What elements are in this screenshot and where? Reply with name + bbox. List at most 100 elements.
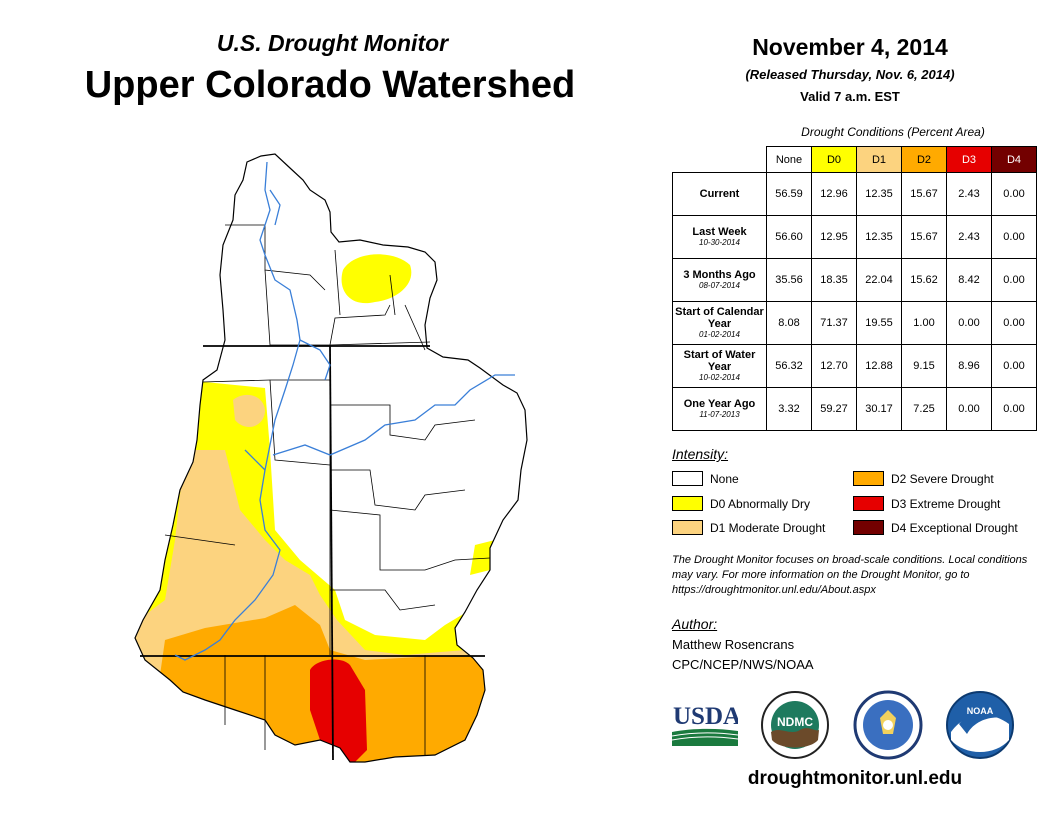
row-date: 10-02-2014 (699, 373, 740, 382)
legend-label: D0 Abnormally Dry (710, 496, 811, 511)
d0-area-north (341, 254, 412, 304)
cell-value: 8.42 (946, 258, 992, 302)
cell-value: 35.56 (766, 258, 812, 302)
row-label: Current (672, 172, 767, 216)
legend-swatch (672, 520, 703, 535)
col-none: None (766, 146, 812, 173)
cell-value: 3.32 (766, 387, 812, 431)
col-d2: D2 (901, 146, 947, 173)
watershed-boundary (134, 153, 528, 763)
cell-value: 0.00 (991, 301, 1037, 345)
cell-value: 15.67 (901, 172, 947, 216)
cell-value: 0.00 (991, 172, 1037, 216)
cell-value: 12.35 (856, 215, 902, 259)
cell-value: 0.00 (991, 344, 1037, 388)
table-title: Drought Conditions (Percent Area) (801, 125, 985, 139)
legend-swatch (672, 496, 703, 511)
table-row: Start of Water Year 10-02-2014 56.32 12.7… (672, 344, 1037, 388)
cell-value: 0.00 (991, 215, 1037, 259)
cell-value: 15.62 (901, 258, 947, 302)
legend-item-d4: D4 Exceptional Drought (853, 520, 1018, 535)
legend-item-d0: D0 Abnormally Dry (672, 496, 810, 511)
release-date: (Released Thursday, Nov. 6, 2014) (745, 67, 955, 82)
usda-logo-text: USDA (673, 703, 738, 730)
cell-value: 7.25 (901, 387, 947, 431)
cell-value: 12.35 (856, 172, 902, 216)
col-d0: D0 (811, 146, 857, 173)
table-row: 3 Months Ago 08-07-2014 35.56 18.35 22.04… (672, 258, 1037, 302)
cell-value: 30.17 (856, 387, 902, 431)
map-title: Upper Colorado Watershed (84, 64, 576, 106)
row-label: One Year Ago 11-07-2013 (672, 387, 767, 431)
seagull-icon (959, 711, 1003, 734)
cell-value: 8.96 (946, 344, 992, 388)
author-title: Author: (672, 616, 718, 632)
cell-value: 0.00 (946, 387, 992, 431)
table-row: Last Week 10-30-2014 56.60 12.95 12.35 15… (672, 215, 1037, 259)
cell-value: 0.00 (991, 258, 1037, 302)
row-label: Last Week 10-30-2014 (672, 215, 767, 259)
cell-value: 56.32 (766, 344, 812, 388)
cell-value: 0.00 (946, 301, 992, 345)
legend-item-none: None (672, 471, 739, 486)
table-header-row: None D0 D1 D2 D3 D4 (673, 146, 1037, 173)
d3-area (310, 659, 367, 762)
cell-value: 9.15 (901, 344, 947, 388)
table-row: One Year Ago 11-07-2013 3.32 59.27 30.17 … (672, 387, 1037, 431)
watershed-map (134, 153, 528, 763)
cell-value: 12.96 (811, 172, 857, 216)
d0-area-east (470, 540, 495, 575)
legend-swatch (672, 471, 703, 486)
legend-title: Intensity: (672, 446, 729, 462)
cell-value: 12.70 (811, 344, 857, 388)
legend-swatch (853, 520, 884, 535)
cell-value: 8.08 (766, 301, 812, 345)
map-date: November 4, 2014 (752, 34, 948, 60)
legend-swatch (853, 471, 884, 486)
cell-value: 15.67 (901, 215, 947, 259)
d1-area-small (233, 394, 265, 427)
cell-value: 0.00 (991, 387, 1037, 431)
valid-time: Valid 7 a.m. EST (800, 89, 900, 104)
col-d1: D1 (856, 146, 902, 173)
cell-value: 2.43 (946, 215, 992, 259)
row-label: 3 Months Ago 08-07-2014 (672, 258, 767, 302)
legend-label: D4 Exceptional Drought (891, 520, 1018, 535)
col-d3: D3 (946, 146, 992, 173)
drought-conditions-table: None D0 D1 D2 D3 D4 Current 56.59 12.96 … (672, 146, 1037, 431)
disclaimer-note: The Drought Monitor focuses on broad-sca… (672, 554, 1028, 596)
legend-item-d1: D1 Moderate Drought (672, 520, 825, 535)
author-name: Matthew Rosencrans (672, 637, 795, 652)
cell-value: 22.04 (856, 258, 902, 302)
author-org: CPC/NCEP/NWS/NOAA (672, 657, 814, 672)
row-date: 10-30-2014 (699, 238, 740, 247)
cell-value: 1.00 (901, 301, 947, 345)
ndmc-logo-text: NDMC (777, 715, 813, 729)
cell-value: 56.60 (766, 215, 812, 259)
row-label: Start of Water Year 10-02-2014 (672, 344, 767, 388)
cell-value: 19.55 (856, 301, 902, 345)
noaa-logo-text: NOAA (967, 706, 994, 716)
legend-swatch (853, 496, 884, 511)
cell-value: 56.59 (766, 172, 812, 216)
legend-label: D1 Moderate Drought (710, 520, 826, 535)
row-date: 01-02-2014 (699, 330, 740, 339)
rivers (174, 161, 515, 661)
map-subtitle: U.S. Drought Monitor (216, 30, 449, 56)
cell-value: 18.35 (811, 258, 857, 302)
legend-label: D2 Severe Drought (891, 471, 994, 486)
website-url[interactable]: droughtmonitor.unl.edu (747, 768, 963, 789)
doc-seal-logo (853, 690, 923, 760)
county-lines (164, 224, 491, 755)
row-label: Start of Calendar Year 01-02-2014 (672, 301, 767, 345)
legend-item-d2: D2 Severe Drought (853, 471, 994, 486)
row-date: 11-07-2013 (699, 410, 740, 419)
usda-logo: USDA (672, 703, 738, 746)
cell-value: 12.95 (811, 215, 857, 259)
cell-value: 12.88 (856, 344, 902, 388)
cell-value: 71.37 (811, 301, 857, 345)
row-date: 08-07-2014 (699, 281, 740, 290)
table-row: Start of Calendar Year 01-02-2014 8.08 71… (672, 301, 1037, 345)
cell-value: 2.43 (946, 172, 992, 216)
table-row: Current 56.59 12.96 12.35 15.67 2.43 0.0… (672, 172, 1037, 216)
